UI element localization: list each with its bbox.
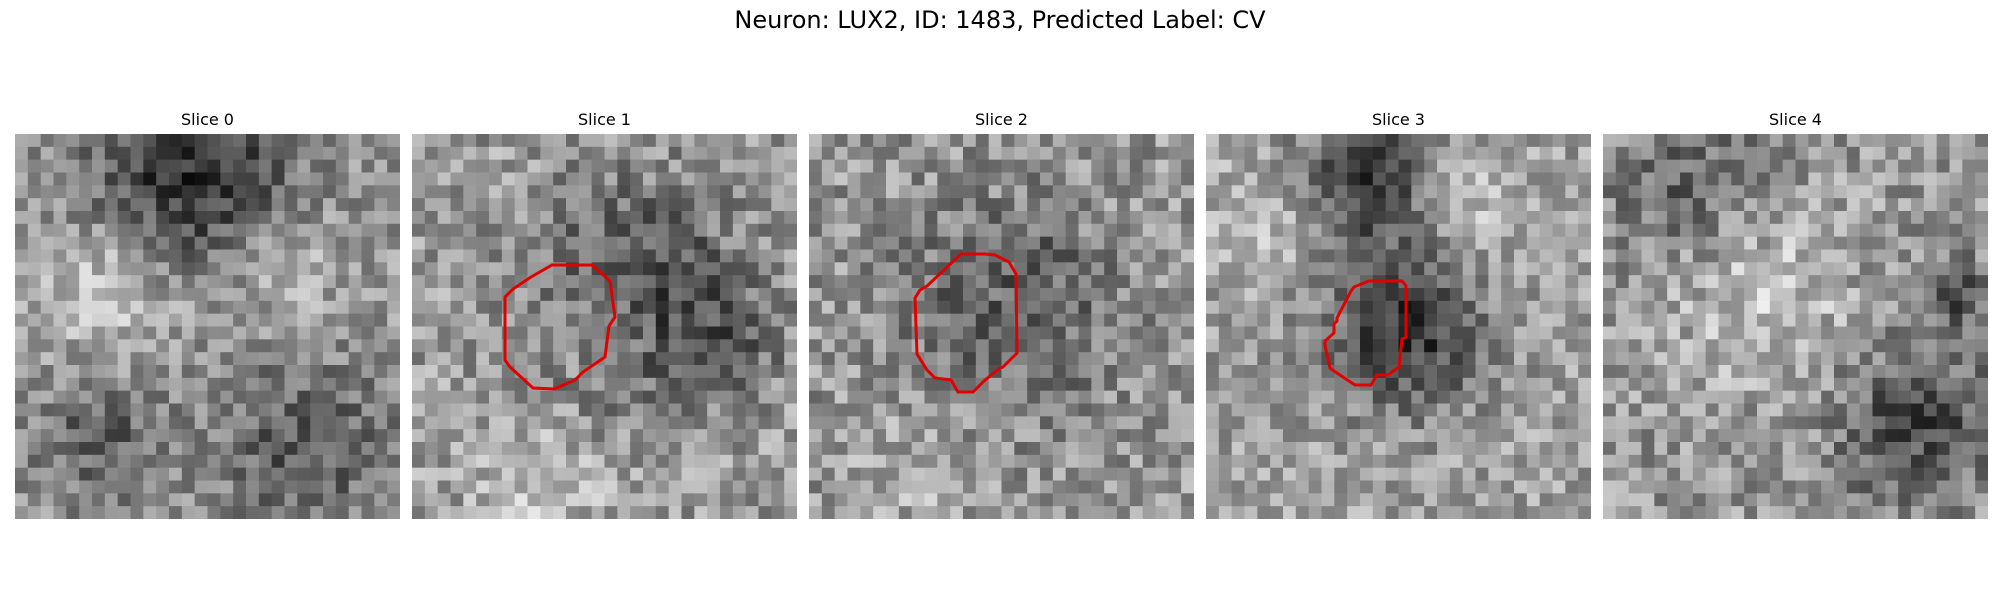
slice-title: Slice 2: [975, 110, 1028, 129]
slice-image-3: [1206, 134, 1591, 519]
slice-panel-2: Slice 2: [809, 110, 1194, 520]
slice-panel-4: Slice 4: [1603, 110, 1988, 520]
slice-image-1: [412, 134, 797, 519]
slice-panel-1: Slice 1: [412, 110, 797, 520]
slice-title: Slice 0: [181, 110, 234, 129]
slice-title: Slice 1: [578, 110, 631, 129]
slice-panel-0: Slice 0: [15, 110, 400, 520]
figure-title: Neuron: LUX2, ID: 1483, Predicted Label:…: [734, 6, 1266, 34]
segmentation-contour: [913, 252, 1019, 394]
segmentation-contour: [1323, 279, 1408, 387]
segmentation-contour: [503, 263, 617, 391]
slice-image-0: [15, 134, 400, 519]
slice-panel-3: Slice 3: [1206, 110, 1591, 520]
slice-image-2: [809, 134, 1194, 519]
slice-image-4: [1603, 134, 1988, 519]
slice-title: Slice 4: [1769, 110, 1822, 129]
slice-title: Slice 3: [1372, 110, 1425, 129]
